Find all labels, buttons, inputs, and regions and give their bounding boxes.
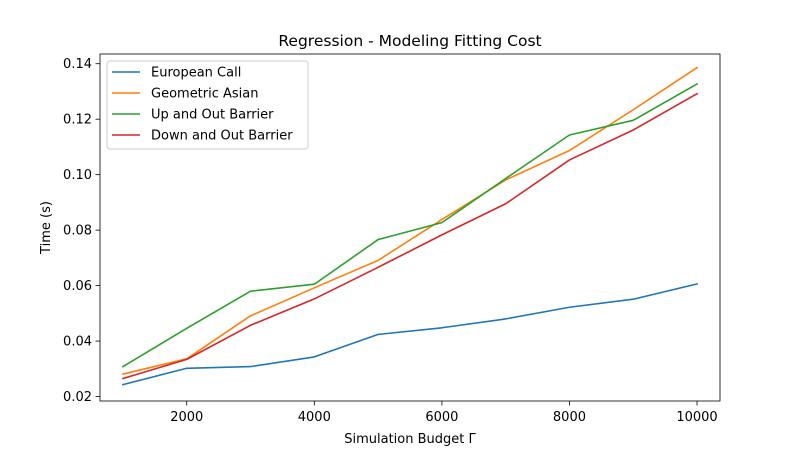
y-tick-label: 0.14 xyxy=(63,57,92,72)
y-tick-label: 0.06 xyxy=(63,279,92,294)
y-tick-label: 0.08 xyxy=(63,224,92,239)
series-lines xyxy=(121,66,699,386)
legend: European Call Geometric Asian Up and Out B… xyxy=(106,60,309,150)
legend-label-european-call: European Call xyxy=(151,66,241,81)
y-tick-label: 0.04 xyxy=(63,335,92,350)
y-tick-label: 0.12 xyxy=(63,113,92,128)
y-tick-label: 0.10 xyxy=(63,168,92,183)
x-tick-label: 6000 xyxy=(425,410,458,425)
series-line-european-call xyxy=(121,282,699,386)
x-tick-label: 10000 xyxy=(676,410,717,425)
chart-title: Regression - Modeling Fitting Cost xyxy=(278,32,541,50)
y-axis-label: Time (s) xyxy=(39,201,54,255)
legend-label-geometric-asian: Geometric Asian xyxy=(151,87,259,102)
plot-frame xyxy=(99,53,721,402)
x-tick-label: 4000 xyxy=(298,410,331,425)
y-axis-ticks: 0.02 0.04 0.06 0.08 0.10 0.12 0.14 xyxy=(63,57,100,405)
x-axis-label: Simulation Budget Γ xyxy=(344,432,476,447)
x-tick-label: 2000 xyxy=(170,410,203,425)
series-line-up-and-out-barrier xyxy=(121,82,699,368)
legend-box xyxy=(106,60,309,150)
series-line-geometric-asian xyxy=(121,66,699,376)
x-axis-ticks: 2000 4000 6000 8000 10000 xyxy=(170,401,718,425)
legend-label-down-and-out-barrier: Down and Out Barrier xyxy=(151,129,293,144)
legend-label-up-and-out-barrier: Up and Out Barrier xyxy=(151,108,274,123)
series-line-down-and-out-barrier xyxy=(121,92,699,380)
x-tick-label: 8000 xyxy=(553,410,586,425)
y-tick-label: 0.02 xyxy=(63,390,92,405)
